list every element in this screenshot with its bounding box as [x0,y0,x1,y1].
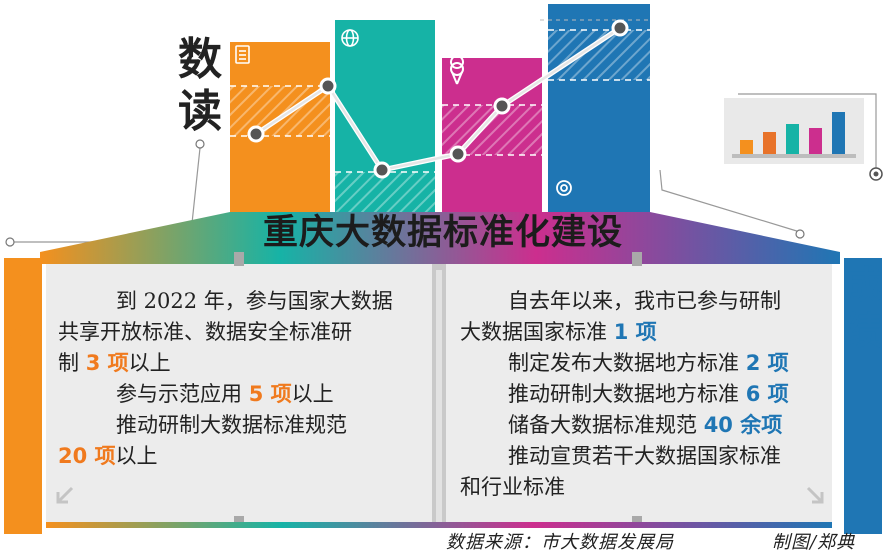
goal-number-4: 5 项 [248,382,292,406]
goal-line-3: 制 3 项以上 [58,348,430,379]
result-line-5: 储备大数据标准规范 40 余项 [460,410,832,441]
result-number-3: 2 项 [745,351,789,375]
result-number-5: 40 余项 [703,413,783,437]
right-side-bar [844,258,882,534]
goal-line-6-post: 以上 [115,444,158,468]
arrow-down-left-icon [56,486,74,504]
goal-line-3-pre: 制 [58,351,86,375]
arrow-down-right-icon [806,486,824,504]
right-side-title: 成绩 [843,262,882,353]
result-line-4-pre: 推动研制大数据地方标准 [508,382,746,406]
main-title: 重庆大数据标准化建设 [262,213,623,253]
result-line-2: 大数据国家标准 1 项 [460,317,832,348]
left-side-bar [4,258,42,534]
trend-line [247,19,629,179]
goal-line-5: 推动研制大数据标准规范 [116,413,347,437]
result-line-2-pre: 大数据国家标准 [460,320,614,344]
goal-line-4-post: 以上 [291,382,334,406]
chart-credit: 制图/郑典 [772,532,856,553]
goal-line-1: 到 2022 年，参与国家大数据 [116,289,393,313]
result-line-4: 推动研制大数据地方标准 6 项 [460,379,832,410]
data-source: 数据来源：市大数据发展局 [446,532,674,553]
mini-bar-chart-icon [724,98,864,164]
goal-line-3-post: 以上 [128,351,171,375]
goal-number-3: 3 项 [85,351,129,375]
result-number-4: 6 项 [745,382,789,406]
globe-icon [341,29,359,47]
left-side-title: 目标 [3,262,42,353]
result-line-5-pre: 储备大数据标准规范 [508,413,704,437]
spread-band [40,212,840,252]
result-line-6: 推动宣贯若干大数据国家标准 [508,444,781,468]
left-panel-text: 到 2022 年，参与国家大数据 共享开放标准、数据安全标准研 制 3 项以上 … [58,286,430,472]
goal-line-6: 20 项以上 [58,441,430,472]
location-pin-icon [450,55,464,85]
calculator-icon [235,45,250,64]
goal-line-4: 参与示范应用 5 项以上 [58,379,430,410]
left-panel-bg [46,264,432,522]
result-line-3: 制定发布大数据地方标准 2 项 [460,348,832,379]
goal-number-6: 20 项 [58,444,116,468]
at-sign-icon [556,180,572,196]
right-panel-bg [446,264,832,522]
result-line-3-pre: 制定发布大数据地方标准 [508,351,746,375]
goal-line-4-pre: 参与示范应用 [116,382,249,406]
color-columns [230,4,650,212]
result-line-7: 和行业标准 [460,475,565,499]
goal-line-2: 共享开放标准、数据安全标准研 [58,320,352,344]
vertical-title: 数读 [178,34,222,137]
result-number-2: 1 项 [613,320,657,344]
right-panel-text: 自去年以来，我市已参与研制 大数据国家标准 1 项 制定发布大数据地方标准 2 … [460,286,832,503]
result-line-1: 自去年以来，我市已参与研制 [508,289,781,313]
